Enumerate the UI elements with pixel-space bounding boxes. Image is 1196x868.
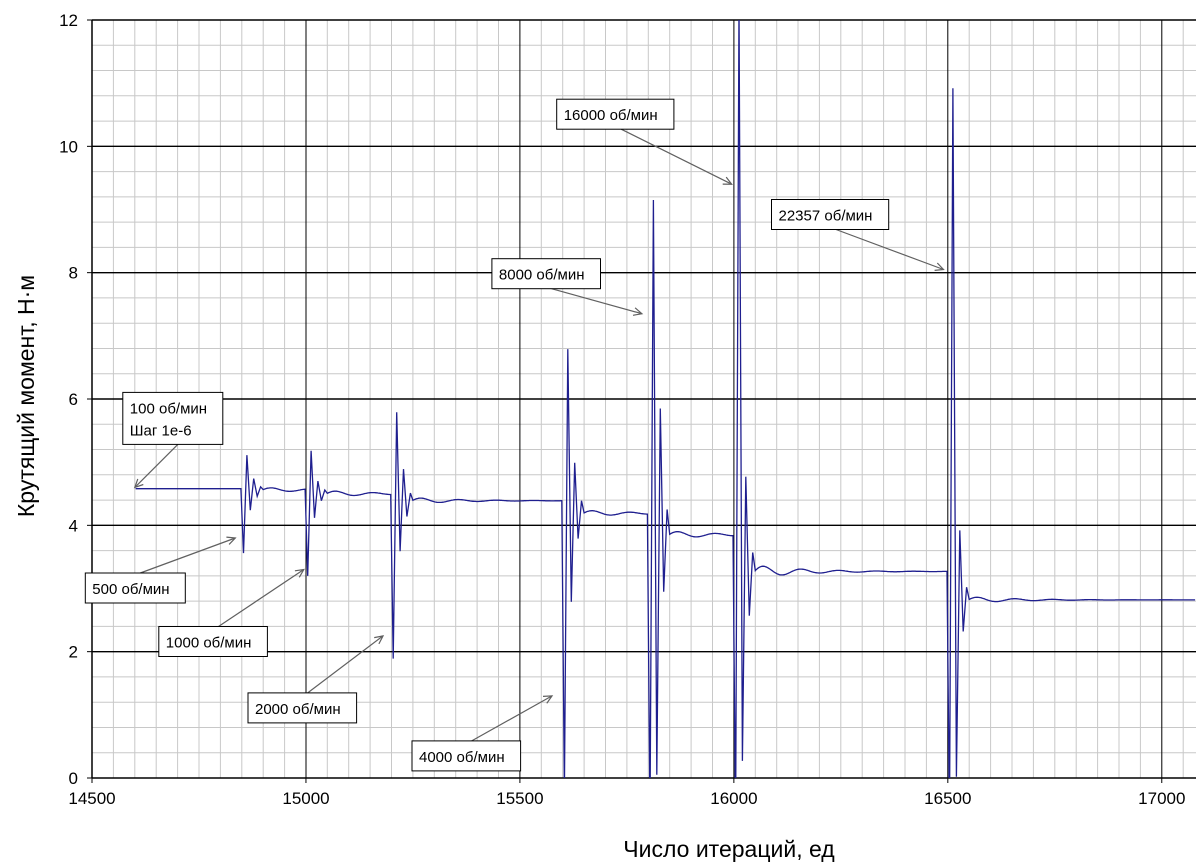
series-torque	[135, 20, 1196, 778]
x-tick-label: 14500	[68, 789, 115, 808]
torque-line	[135, 20, 1196, 778]
arrow-head	[226, 536, 237, 545]
annotation-arrow	[218, 569, 305, 627]
y-tick-label: 8	[69, 264, 78, 283]
annotation-3: 2000 об/мин	[247, 635, 385, 724]
x-tick-label: 15000	[282, 789, 329, 808]
annotation-label: 16000 об/мин	[564, 107, 658, 124]
annotation-arrow	[140, 537, 236, 574]
x-tick-label: 16500	[924, 789, 971, 808]
annotation-5: 8000 об/мин	[491, 258, 644, 316]
arrow-head	[133, 478, 144, 489]
x-tick-label: 15500	[496, 789, 543, 808]
annotation-box	[771, 199, 890, 230]
annotation-box	[158, 626, 268, 657]
y-tick-label: 12	[59, 11, 78, 30]
annotation-label: 8000 об/мин	[499, 267, 585, 284]
annotation-arrow	[551, 288, 643, 315]
annotation-box	[247, 692, 358, 724]
annotation-arrow	[835, 228, 944, 271]
x-tick-label: 16000	[710, 789, 757, 808]
arrow-head	[632, 307, 644, 316]
annotation-label: 500 об/мин	[92, 581, 169, 598]
annotation-arrow	[471, 695, 553, 742]
y-tick-label: 2	[69, 643, 78, 662]
y-tick-labels: 0 2 4 6 8 10 12	[59, 11, 92, 788]
annotation-0: 100 об/мин Шаг 1е-6	[122, 391, 224, 489]
annotation-1: 500 об/мин	[84, 536, 237, 604]
arrow-head	[374, 635, 385, 645]
y-tick-label: 0	[69, 769, 78, 788]
annotation-box	[84, 572, 186, 604]
y-tick-label: 4	[69, 516, 78, 535]
annotation-box	[556, 98, 675, 130]
x-tick-labels: 14500 15000 15500 16000 16500 17000	[68, 778, 1185, 808]
annotation-box	[122, 391, 224, 445]
annotation-label: 4000 об/мин	[419, 749, 505, 766]
y-tick-label: 10	[59, 137, 78, 156]
annotation-arrow	[134, 443, 179, 488]
y-tick-label: 6	[69, 390, 78, 409]
arrow-head	[294, 568, 305, 578]
arrow-head	[542, 695, 554, 704]
x-tick-label: 17000	[1138, 789, 1185, 808]
annotation-6: 16000 об/мин	[556, 98, 733, 185]
annotation-label: 22357 об/мин	[779, 208, 873, 225]
annotation-label: 2000 об/мин	[255, 701, 341, 718]
x-axis-title: Число итераций, ед	[623, 836, 835, 862]
annotations: 100 об/мин Шаг 1е-6 500 об/мин 1000 об/мин 2…	[84, 98, 945, 772]
annotation-label: 100 об/мин	[130, 400, 207, 417]
annotation-box	[411, 740, 522, 772]
annotation-4: 4000 об/мин	[411, 695, 554, 772]
annotation-arrow	[307, 635, 384, 694]
annotation-box	[491, 258, 601, 290]
arrow-head	[722, 176, 733, 185]
annotation-2: 1000 об/мин	[158, 568, 305, 657]
annotation-label: Шаг 1е-6	[130, 422, 192, 439]
y-axis-title: Крутящий момент, Н·м	[13, 275, 39, 517]
annotation-arrow	[620, 128, 732, 185]
annotation-label: 1000 об/мин	[166, 635, 252, 652]
arrow-head	[934, 262, 945, 271]
annotation-7: 22357 об/мин	[771, 199, 945, 271]
